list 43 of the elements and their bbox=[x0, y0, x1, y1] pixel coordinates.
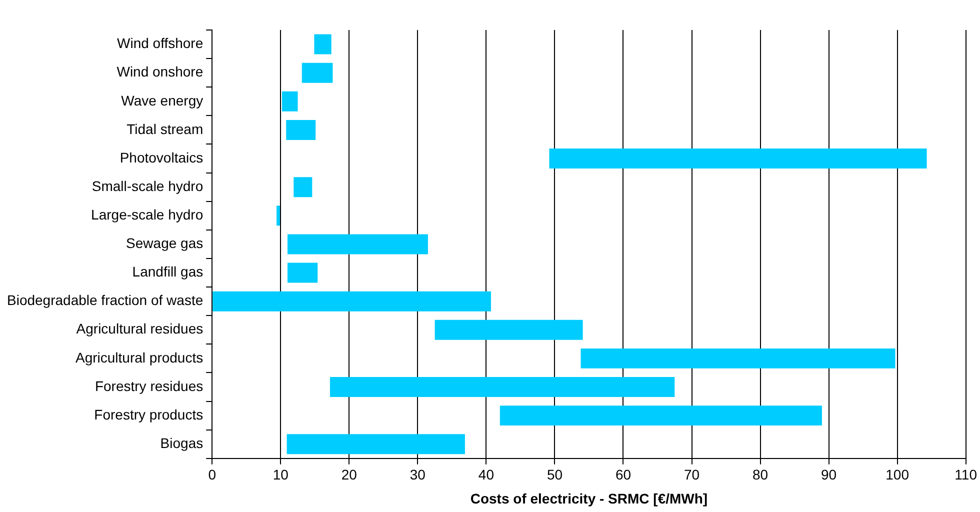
y-tick-label: Photovoltaics bbox=[120, 149, 204, 166]
x-tick-label: 10 bbox=[272, 466, 289, 483]
x-tick-label: 40 bbox=[478, 466, 494, 483]
y-tick-label: Agricultural residues bbox=[76, 320, 204, 337]
x-tick-label: 90 bbox=[821, 466, 837, 483]
y-tick-label: Wind onshore bbox=[116, 64, 204, 80]
x-tick-label: 100 bbox=[886, 466, 910, 483]
y-tick-label: Tidal stream bbox=[126, 120, 204, 137]
y-tick-label: Biogas bbox=[160, 434, 204, 451]
bar bbox=[549, 148, 927, 169]
x-tick-label: 50 bbox=[546, 466, 563, 483]
y-tick-label: Landfill gas bbox=[132, 264, 204, 280]
x-tick-label: 30 bbox=[410, 466, 426, 483]
bar bbox=[314, 34, 332, 54]
bar bbox=[287, 262, 318, 283]
x-tick-label: 110 bbox=[954, 466, 978, 483]
x-tick-label: 60 bbox=[615, 466, 632, 483]
bar bbox=[212, 291, 491, 312]
bar bbox=[276, 206, 280, 226]
bar bbox=[282, 91, 298, 112]
bar bbox=[286, 120, 316, 140]
y-tick-label: Wave energy bbox=[121, 92, 204, 108]
bar bbox=[287, 234, 428, 254]
bar bbox=[580, 348, 896, 368]
y-tick-label: Forestry products bbox=[94, 406, 204, 422]
y-tick-label: Forestry residues bbox=[94, 378, 204, 394]
y-tick-label: Wind offshore bbox=[117, 35, 204, 52]
y-tick-label: Large-scale hydro bbox=[91, 206, 204, 222]
bar bbox=[500, 406, 822, 426]
y-tick-label: Sewage gas bbox=[126, 235, 204, 252]
y-tick-label: Agricultural products bbox=[76, 349, 204, 366]
bar bbox=[434, 320, 583, 340]
x-tick-label: 0 bbox=[208, 466, 216, 483]
bar bbox=[330, 377, 675, 397]
x-axis-title: Costs of electricity - SRMC [€/MWh] bbox=[470, 490, 708, 506]
x-tick-label: 70 bbox=[684, 466, 700, 483]
x-tick-label: 20 bbox=[341, 466, 358, 483]
bar bbox=[286, 434, 465, 454]
x-tick-label: 80 bbox=[752, 466, 768, 483]
y-tick-label: Small-scale hydro bbox=[92, 178, 204, 194]
bar bbox=[302, 62, 333, 83]
bar bbox=[294, 177, 312, 198]
y-tick-label: Biodegradable fraction of waste bbox=[7, 292, 204, 308]
